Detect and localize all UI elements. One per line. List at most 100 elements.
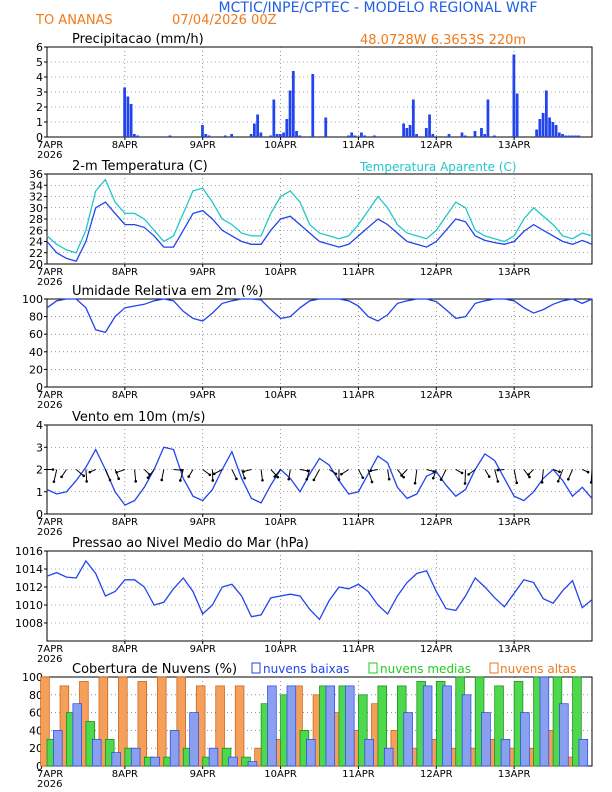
ytick-label-rh: 100 (22, 293, 43, 306)
xtick-label-wind: 8APR (112, 517, 138, 528)
precip-bar (360, 132, 363, 137)
cloud-bar-nuvens-baixas (53, 730, 63, 767)
wind-arrow-head (558, 470, 561, 474)
wind-arrow (173, 469, 182, 471)
precip-bar (557, 132, 561, 137)
precip-bar (350, 132, 354, 137)
ytick-label-temp: 20 (29, 258, 43, 271)
xtick-label-wind: 12APR (420, 517, 453, 528)
precip-bar (252, 123, 256, 137)
wind-arrow (590, 469, 593, 483)
wind-arrow (134, 469, 137, 482)
wind-arrow-head (361, 476, 365, 479)
cloud-bar-nuvens-baixas (578, 738, 589, 767)
cloud-bar-nuvens-baixas (520, 712, 530, 767)
cloud-bar-nuvens-baixas (461, 694, 472, 767)
wind-arrow (241, 469, 246, 479)
cloud-bar-nuvens-baixas (306, 738, 316, 767)
precip-bar (544, 90, 548, 137)
ytick-label-cloud: 80 (29, 689, 43, 702)
xtick-label-temp: 7APR (37, 267, 63, 278)
xtick-label-rh: 10APR (264, 390, 297, 401)
legend-swatch-mid (368, 662, 378, 674)
header-title: MCTIC/INPE/CPTEC - MODELO REGIONAL WRF (219, 0, 538, 16)
wind-arrow-head (556, 479, 560, 483)
wind-arrow-head (337, 478, 341, 481)
precip-bar (259, 132, 263, 137)
wind-arrow-head (540, 481, 544, 484)
panel-title-temp: 2-m Temperatura (C) (72, 159, 208, 174)
wind-arrow (357, 469, 364, 478)
cloud-bar-nuvens-altas (176, 676, 186, 767)
precip-bar (353, 135, 357, 137)
header-run: 07/04/2026 00Z (172, 13, 277, 28)
ytick-label-press: 1010 (15, 599, 43, 612)
precip-bar (204, 134, 208, 137)
xtick-label-cloud: 7APR (37, 769, 63, 780)
wind-arrow-head (460, 471, 464, 475)
panel-frame-rh (46, 298, 593, 388)
cloud-bar-nuvens-baixas (169, 730, 180, 767)
ytick-label-precip: 0 (36, 131, 43, 144)
xtick-label-press: 11APR (342, 644, 375, 655)
precip-bar (428, 114, 431, 137)
xtick-label-temp: 13APR (498, 267, 531, 278)
wind-arrow (567, 469, 573, 480)
xtick-label-rh: 13APR (498, 390, 531, 401)
ytick-label-press: 1008 (15, 617, 43, 630)
cloud-bar-nuvens-baixas (228, 756, 238, 767)
wind-arrow-head (515, 481, 519, 485)
ytick-label-temp: 32 (29, 191, 43, 204)
wind-arrow (494, 469, 499, 482)
cloud-bar-nuvens-baixas (208, 747, 219, 767)
wind-arrow (147, 469, 155, 478)
wind-arrow (387, 469, 390, 480)
wind-arrow-head (242, 470, 245, 473)
precip-bar (291, 71, 295, 137)
header-coords: 48.0728W 6.3653S 220m (360, 33, 526, 48)
wind-arrow-head (312, 478, 316, 482)
xtick-label-temp: 9APR (190, 267, 216, 278)
wind-arrow-head (528, 475, 531, 479)
xtick-label-precip: 11APR (342, 140, 375, 151)
xtick-label-rh: 11APR (342, 390, 375, 401)
precip-bar (285, 119, 289, 137)
ytick-label-rh: 0 (36, 381, 43, 394)
precip-bar (272, 99, 276, 137)
xtick-label-press: 9APR (190, 644, 216, 655)
wind-arrow-head (117, 477, 121, 481)
wind-arrow (288, 469, 291, 480)
xtick-label-cloud: 10APR (264, 769, 297, 780)
wind-arrow-head (160, 478, 164, 482)
xtick-label-press: 8APR (112, 644, 138, 655)
wind-arrow (231, 469, 237, 480)
precip-bar (363, 135, 367, 137)
precip-bar (415, 134, 418, 137)
wind-arrow-head (88, 470, 92, 474)
xtick-year-temp: 2026 (37, 277, 62, 288)
precip-bar (561, 134, 564, 137)
header-location: TO ANANAS (35, 13, 113, 28)
cloud-bar-nuvens-baixas (481, 712, 491, 767)
xtick-label-precip: 10APR (264, 140, 297, 151)
xtick-year-precip: 2026 (37, 150, 62, 161)
wind-arrow (367, 469, 373, 483)
ytick-label-wind: 4 (36, 419, 43, 432)
wind-arrow-head (287, 477, 291, 481)
cloud-bar-nuvens-baixas (189, 712, 199, 767)
cloud-bar-nuvens-medias (377, 685, 388, 767)
precip-bar (480, 128, 483, 137)
xtick-label-precip: 12APR (420, 140, 453, 151)
precip-bar (460, 132, 464, 137)
precip-bar (207, 135, 211, 137)
xtick-year-wind: 2026 (37, 527, 62, 538)
precip-bar (347, 135, 350, 137)
wind-arrow (116, 469, 126, 473)
ytick-label-cloud: 40 (29, 724, 43, 737)
wind-arrow-head (85, 480, 88, 483)
xtick-label-press: 10APR (264, 644, 297, 655)
ytick-label-temp: 36 (29, 168, 43, 181)
precip-bar (126, 96, 130, 137)
wind-arrow (541, 469, 544, 483)
